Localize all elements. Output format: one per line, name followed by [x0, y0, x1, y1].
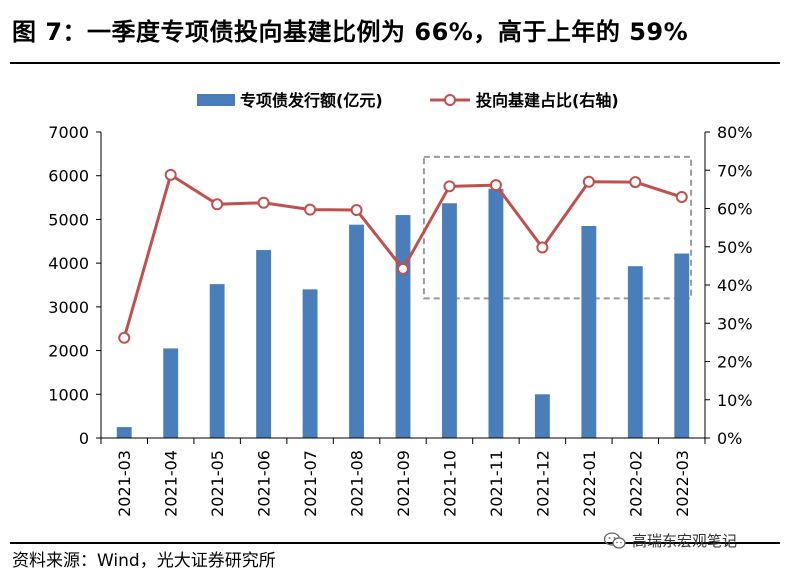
legend-swatch-bars: [197, 94, 235, 106]
y-left-tick-label: 6000: [48, 167, 89, 186]
y-left-tick-label: 4000: [48, 254, 89, 273]
ratio-point-2021-05: [211, 198, 224, 211]
wechat-icon: [604, 531, 626, 549]
footer-divider: [10, 542, 780, 544]
y-left-tick-label: 2000: [48, 342, 89, 361]
y-right-tick-label: 10%: [717, 391, 753, 410]
x-tick-label: 2021-10: [440, 450, 459, 517]
x-tick-label: 2022-01: [580, 450, 599, 517]
ratio-point-2021-07: [304, 203, 317, 216]
ratio-point-2022-01: [582, 175, 595, 188]
legend-label-bars: 专项债发行额(亿元): [240, 91, 383, 110]
bar-2021-07: [302, 289, 318, 438]
watermark: 高瑞东宏观笔记: [604, 530, 737, 551]
bar-2021-06: [256, 250, 272, 438]
y-right-tick-label: 60%: [717, 200, 753, 219]
x-tick-label: 2021-06: [255, 450, 274, 517]
bar-2021-11: [488, 188, 504, 438]
ratio-point-2021-11: [489, 179, 502, 192]
ratio-point-2021-03: [118, 331, 131, 344]
bar-2021-08: [349, 224, 364, 438]
ratio-point-2021-12: [536, 241, 549, 254]
y-right-tick-label: 0%: [717, 429, 742, 448]
x-tick-label: 2021-05: [208, 450, 227, 517]
y-right-tick-label: 70%: [717, 161, 753, 180]
bar-2022-01: [581, 225, 597, 438]
x-tick-label: 2021-08: [348, 450, 367, 517]
x-tick-label: 2021-04: [162, 450, 181, 517]
bar-2021-05: [209, 284, 225, 438]
y-right-tick-label: 40%: [717, 276, 753, 295]
y-left-tick-label: 3000: [48, 298, 89, 317]
y-right-tick-label: 20%: [717, 353, 753, 372]
y-right-tick-label: 30%: [717, 314, 753, 333]
chart-title: 图 7：一季度专项债投向基建比例为 66%，高于上年的 59%: [12, 18, 689, 46]
y-left-tick-label: 7000: [48, 123, 89, 142]
ratio-point-2021-10: [443, 180, 456, 193]
bar-2021-10: [442, 203, 457, 438]
bars: [116, 188, 690, 438]
legend-label-line: 投向基建占比(右轴): [476, 91, 619, 110]
title-divider: [10, 62, 780, 64]
x-tick-label: 2021-03: [115, 450, 134, 517]
highlight-box-group: [422, 155, 693, 300]
bar-2021-12: [534, 394, 550, 438]
y-left-tick-label: 1000: [48, 385, 89, 404]
highlight-box: [422, 155, 693, 300]
ratio-point-2022-02: [629, 176, 642, 189]
x-tick-label: 2021-12: [533, 450, 552, 517]
bar-2021-04: [163, 348, 179, 438]
axes: 0 1000 2000 3000 4000 5000 6000 7000 0% 10% 20% 30%…: [48, 123, 752, 517]
x-tick-label: 2022-02: [626, 450, 645, 517]
ratio-point-2022-03: [675, 191, 688, 204]
x-tick-label: 2022-03: [673, 450, 692, 517]
bar-2021-09: [395, 215, 411, 438]
x-tick-label: 2021-11: [487, 450, 506, 517]
ratio-point-2021-06: [257, 196, 270, 209]
x-tick-label: 2021-07: [301, 450, 320, 517]
legend: 专项债发行额(亿元) 投向基建占比(右轴): [197, 91, 619, 110]
bar-2022-03: [674, 253, 690, 438]
watermark-text: 高瑞东宏观笔记: [632, 532, 738, 550]
bar-2021-03: [116, 427, 132, 438]
ratio-line: [118, 168, 688, 344]
ratio-point-2021-08: [350, 204, 363, 217]
bar-2022-02: [627, 266, 643, 438]
source-note: 资料来源：Wind，光大证券研究所: [12, 551, 276, 571]
y-left-tick-label: 5000: [48, 210, 89, 229]
ratio-point-2021-04: [164, 168, 177, 181]
legend-swatch-marker: [444, 94, 456, 106]
ratio-point-2021-09: [397, 262, 409, 275]
y-right-tick-label: 50%: [717, 238, 753, 257]
x-tick-label: 2021-09: [394, 450, 413, 517]
y-right-tick-label: 80%: [717, 123, 753, 142]
y-left-tick-label: 0: [79, 429, 89, 448]
